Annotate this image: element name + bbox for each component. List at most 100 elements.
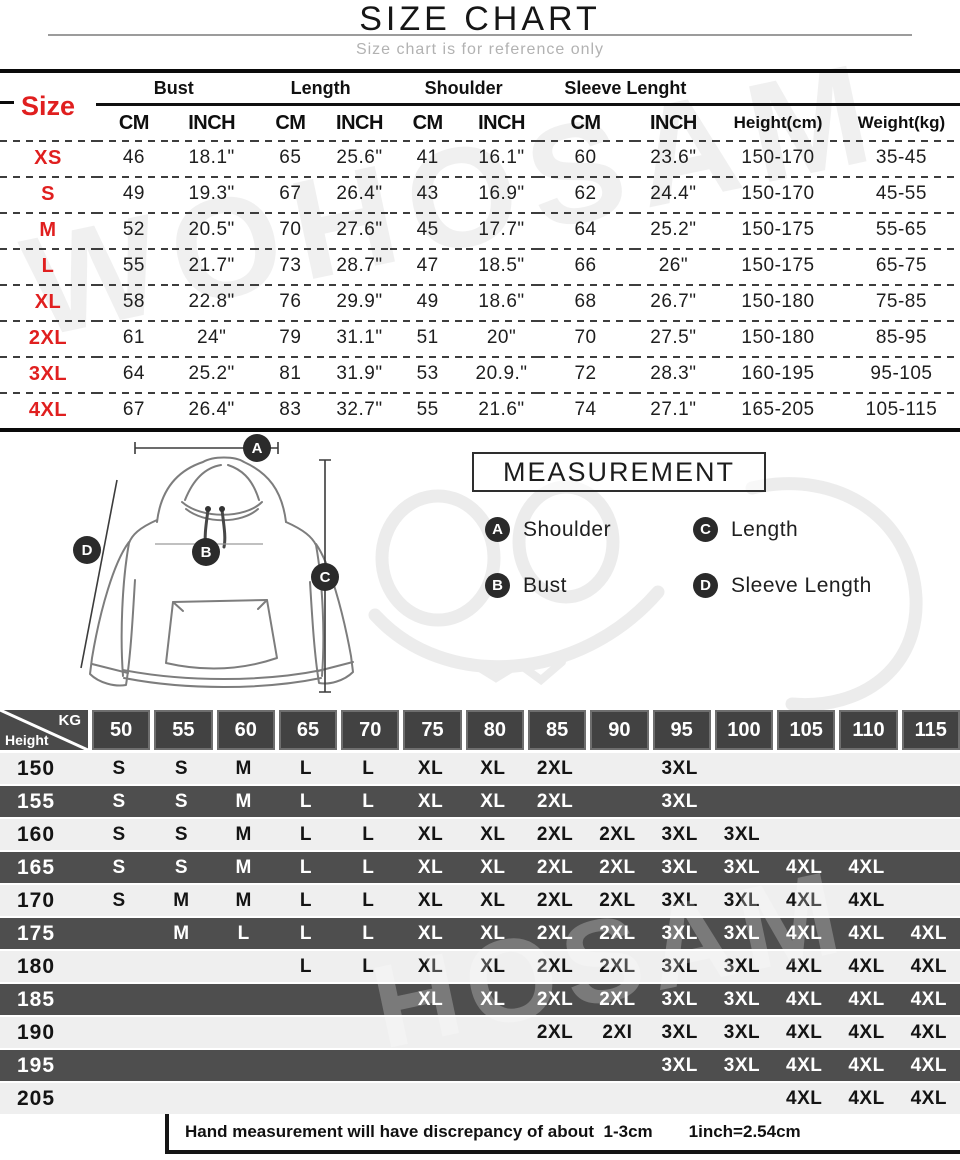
legend-item: B Bust: [485, 573, 693, 598]
size-value: 35-45: [842, 140, 960, 176]
matrix-row: 170 S M M L L XL XL 2XL 2XL 3XL 3XL 4XL 4XL: [0, 885, 960, 916]
matrix-size-cell: 4XL: [786, 988, 823, 1010]
size-row-label: L: [0, 248, 96, 284]
size-value: 16.9": [465, 176, 538, 212]
marker-b-icon: B: [485, 573, 510, 598]
matrix-size-cell: M: [235, 889, 252, 911]
size-value: 24": [171, 320, 252, 356]
size-table-row: S 49 19.3" 67 26.4" 43 16.9" 62 24.4" 150-170 45-5…: [0, 176, 960, 212]
matrix-size-cell: 4XL: [786, 1087, 823, 1109]
size-table-row: 4XL 67 26.4" 83 32.7" 55 21.6" 74 27.1" 165-205 10…: [0, 392, 960, 430]
matrix-size-cell: 2XL: [536, 823, 574, 845]
matrix-header-row: KG Height 50 55 60 65 70 75 80 85 90 95 100 105 110 1…: [0, 710, 960, 750]
matrix-size-cell: L: [299, 922, 313, 944]
matrix-size-cell: 4XL: [848, 955, 885, 977]
matrix-row: 155 S S M L L XL XL 2XL 3XL: [0, 786, 960, 817]
matrix-size-cell: 4XL: [848, 1087, 885, 1109]
matrix-size-cell: XL: [417, 955, 444, 977]
height-label: 170: [17, 888, 56, 912]
size-row-label: XS: [0, 140, 96, 176]
matrix-size-cell: XL: [480, 790, 506, 812]
weight-header-cell: 105: [777, 710, 836, 750]
size-value: 58: [96, 284, 172, 320]
matrix-size-cell: L: [299, 757, 313, 779]
size-value: 76: [251, 284, 330, 320]
matrix-size-cell: 2XL: [599, 922, 636, 944]
height-label: 150: [17, 756, 56, 780]
height-label: 205: [17, 1086, 56, 1110]
matrix-size-cell: L: [362, 856, 375, 878]
size-row-label: 3XL: [0, 356, 96, 392]
size-table-row: L 55 21.7" 73 28.7" 47 18.5" 66 26" 150-175 65-75: [0, 248, 960, 284]
matrix-size-cell: 3XL: [723, 856, 761, 878]
size-value: 55: [389, 392, 466, 430]
matrix-size-cell: 4XL: [848, 889, 885, 911]
size-value: 18.1": [171, 140, 252, 176]
legend-label: Bust: [523, 573, 568, 597]
size-value: 75-85: [842, 284, 960, 320]
size-value: 150-180: [713, 320, 843, 356]
matrix-size-cell: L: [362, 823, 375, 845]
matrix-size-cell: S: [112, 757, 126, 779]
weight-header-cell: 85: [527, 710, 587, 750]
size-value: 20.9.": [465, 356, 538, 392]
size-value: 49: [389, 284, 466, 320]
size-value: 28.3": [633, 356, 714, 392]
size-value: 65-75: [842, 248, 960, 284]
size-value: 26": [633, 248, 714, 284]
marker-c-icon: C: [693, 517, 718, 542]
marker-d-icon: D: [73, 536, 101, 564]
size-value: 160-195: [713, 356, 843, 392]
matrix-size-cell: XL: [480, 889, 506, 911]
size-value: 83: [251, 392, 330, 430]
unit-header: CM: [570, 111, 601, 134]
size-row-label: XL: [0, 284, 96, 320]
matrix-size-cell: 3XL: [723, 988, 761, 1010]
matrix-size-cell: S: [174, 757, 189, 779]
matrix-size-cell: 4XL: [786, 856, 823, 878]
size-value: 27.5": [633, 320, 714, 356]
height-label: 155: [17, 789, 56, 813]
size-value: 67: [251, 176, 330, 212]
matrix-row: 190 2XL 2XI 3XL 3XL 4XL 4XL 4XL: [0, 1017, 960, 1048]
size-value: 46: [96, 140, 172, 176]
size-value: 43: [389, 176, 466, 212]
matrix-body: 150 S S M L L XL XL 2XL 3XL 155 S S M L L XL XL 2XL 3XL 160 S…: [0, 753, 960, 1114]
group-header-length: Length: [251, 71, 390, 106]
matrix-row: 165 S S M L L XL XL 2XL 2XL 3XL 3XL 4XL 4XL: [0, 852, 960, 883]
matrix-size-cell: XL: [417, 988, 444, 1010]
matrix-size-cell: L: [299, 790, 313, 812]
matrix-size-cell: 4XL: [848, 922, 885, 944]
matrix-size-cell: L: [299, 955, 313, 977]
page-title: SIZE CHART: [359, 0, 601, 38]
weight-header-cell: 110: [839, 710, 898, 750]
size-value: 150-175: [713, 212, 843, 248]
group-header-shoulder: Shoulder: [389, 71, 538, 106]
matrix-size-cell: 2XL: [536, 757, 574, 779]
matrix-size-cell: S: [112, 889, 126, 911]
matrix-row: 205 4XL 4XL 4XL: [0, 1083, 960, 1114]
matrix-row: 180 L L XL XL 2XL 2XL 3XL 3XL 4XL 4XL 4XL: [0, 951, 960, 982]
marker-a-icon: A: [243, 434, 271, 462]
size-value: 85-95: [842, 320, 960, 356]
size-corner-header: Size: [0, 71, 96, 140]
legend-label: Sleeve Length: [731, 573, 872, 597]
weight-header-cell: 60: [216, 710, 275, 750]
matrix-size-cell: 2XL: [536, 922, 574, 944]
size-value: 21.7": [171, 248, 252, 284]
matrix-size-cell: L: [299, 823, 313, 845]
matrix-size-cell: 3XL: [723, 922, 761, 944]
matrix-size-cell: 3XL: [723, 955, 761, 977]
matrix-size-cell: M: [173, 922, 190, 944]
size-value: 41: [389, 140, 466, 176]
size-value: 150-170: [713, 176, 843, 212]
measurement-panel: MEASUREMENT A Shoulder B Bust C Length D Sleeve…: [455, 452, 960, 598]
legend-item: D Sleeve Length: [693, 573, 960, 598]
svg-text:A: A: [252, 440, 263, 457]
matrix-size-cell: XL: [480, 988, 506, 1010]
height-header: Height(cm): [733, 113, 823, 132]
legend-item: A Shoulder: [485, 517, 693, 542]
size-value: 23.6": [633, 140, 714, 176]
marker-b-icon: B: [192, 538, 220, 566]
size-value: 32.7": [329, 392, 390, 430]
